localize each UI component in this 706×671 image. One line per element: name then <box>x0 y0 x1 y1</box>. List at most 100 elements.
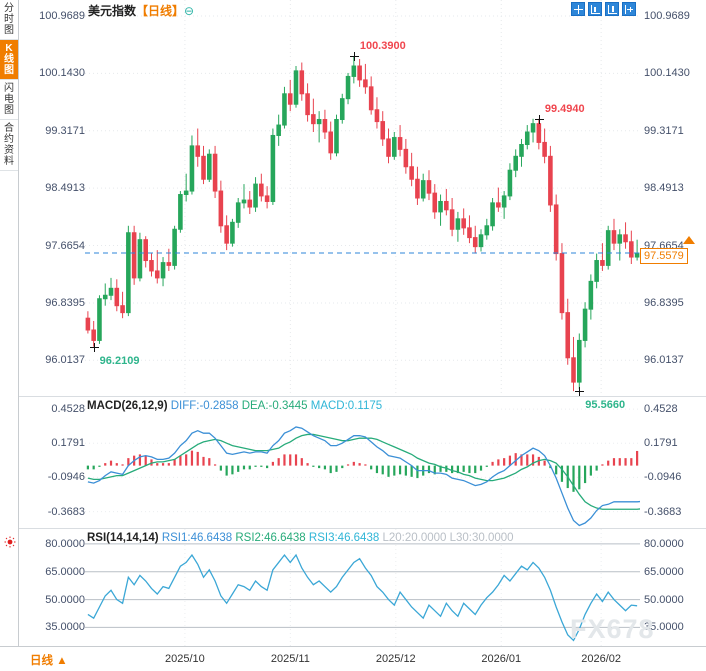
macd-axis-right[interactable]: 0.4528 0.1791 -0.0946 -0.3683 <box>640 397 706 528</box>
axis-tick-label: 98.4913 <box>45 182 85 195</box>
chart-title: 美元指数【日线】⊖ <box>88 2 194 19</box>
expand-icon[interactable] <box>622 2 636 16</box>
rsi2-value: RSI2:46.6438 <box>235 532 306 544</box>
plot-svg <box>85 0 640 396</box>
chart-scale-left-icon[interactable] <box>588 2 602 16</box>
time-axis-tick-label: 2026/02 <box>581 653 622 665</box>
rsi-l20-value: L20:20.0000 <box>382 532 447 544</box>
axis-tick-label: 96.8395 <box>644 296 684 309</box>
chart-toolbar <box>571 2 636 16</box>
time-axis-tick-label: 2026/01 <box>481 653 522 665</box>
sidebar-tab-contract[interactable]: 合约资料 <box>0 120 18 171</box>
timeframe-label: 【日线】 <box>136 4 185 18</box>
macd-plot-area[interactable] <box>85 397 640 528</box>
price-axis-right[interactable]: 100.9689 100.1430 99.3171 98.4913 97.6654 96.… <box>640 0 706 396</box>
rsi3-value: RSI3:46.6438 <box>308 532 380 544</box>
macd-axis-left[interactable]: 0.4528 0.1791 -0.0946 -0.3683 <box>19 397 85 528</box>
axis-tick-label: 100.1430 <box>39 67 85 80</box>
time-axis-tick-label: 2025/12 <box>375 653 416 665</box>
sidebar-tab-char: 线 <box>4 54 14 65</box>
rsi-axis-right[interactable]: 80.0000 65.0000 50.0000 35.0000 <box>640 529 706 646</box>
macd-diff-value: DIFF:-0.2858 <box>170 400 239 412</box>
pane-divider-1 <box>19 396 706 397</box>
rsi-settings-icon[interactable] <box>4 536 16 548</box>
axis-tick-label: 96.0137 <box>45 354 85 367</box>
axis-tick-label: 0.4528 <box>51 403 85 416</box>
sidebar-tab-char: 闪 <box>4 83 14 94</box>
axis-tick-label: 100.9689 <box>39 10 85 23</box>
sidebar-tab-char: 图 <box>4 65 14 76</box>
axis-tick-label: 65.0000 <box>644 565 684 578</box>
macd-legend: MACD(26,12,9) DIFF:-0.2858 DEA:-0.3445 M… <box>87 400 382 412</box>
axis-tick-label: 98.4913 <box>644 182 684 195</box>
annotation-crosshair-icon <box>89 342 99 352</box>
axis-tick-label: 0.1791 <box>51 437 85 450</box>
rsi1-value: RSI1:46.6438 <box>161 532 233 544</box>
macd-macd-value: MACD:0.1175 <box>310 400 383 412</box>
annotation-crosshair-icon <box>534 114 544 124</box>
timeframe-badge[interactable]: 日线 ▲ <box>30 655 68 667</box>
annotation-low-96-21: 96.2109 <box>99 354 140 367</box>
status-dot-icon: ⊖ <box>184 4 195 18</box>
macd-dea-value: DEA:-0.3445 <box>241 400 308 412</box>
price-axis-left[interactable]: 100.9689 100.1430 99.3171 98.4913 97.6654 96.… <box>19 0 85 396</box>
axis-tick-label: -0.3683 <box>47 505 85 518</box>
annotation-low-95-56: 95.5660 <box>585 399 626 412</box>
sidebar-tab-char: 合 <box>4 123 14 134</box>
sidebar-tab-lightning[interactable]: 闪电图 <box>0 80 18 120</box>
axis-tick-label: -0.3683 <box>644 505 682 518</box>
rsi-pane: RSI(14,14,14) RSI1:46.6438 RSI2:46.6438 … <box>19 529 706 646</box>
macd-title: MACD(26,12,9) <box>87 400 168 412</box>
price-plot-area[interactable] <box>85 0 640 396</box>
axis-tick-label: 0.4528 <box>644 403 678 416</box>
axis-tick-label: 50.0000 <box>644 593 684 606</box>
annotation-crosshair-icon <box>349 52 359 62</box>
axis-tick-label: 35.0000 <box>644 621 684 634</box>
axis-tick-label: -0.0946 <box>644 471 682 484</box>
axis-tick-label: 80.0000 <box>644 537 684 550</box>
sidebar-tab-char: 约 <box>4 134 14 145</box>
symbol-label: 美元指数 <box>88 4 137 18</box>
axis-tick-label: 50.0000 <box>45 593 85 606</box>
time-axis-tick-label: 2025/10 <box>165 653 205 665</box>
plot-svg <box>85 408 640 527</box>
rsi-plot-area[interactable] <box>85 529 640 646</box>
axis-tick-label: 99.3171 <box>644 124 684 137</box>
axis-tick-label: 100.1430 <box>644 67 690 80</box>
rsi-axis-left[interactable]: 80.0000 65.0000 50.0000 35.0000 <box>19 529 85 646</box>
axis-tick-label: 96.0137 <box>644 354 684 367</box>
axis-tick-label: 0.1791 <box>644 437 678 450</box>
plot-svg <box>85 529 640 646</box>
axis-tick-label: 99.3171 <box>45 124 85 137</box>
time-axis-tick-label: 2025/11 <box>270 653 310 665</box>
sidebar-tab-char: 图 <box>4 105 14 116</box>
crosshair-icon[interactable] <box>571 2 585 16</box>
axis-tick-label: 80.0000 <box>45 537 85 550</box>
rsi-title: RSI(14,14,14) <box>87 532 159 544</box>
rsi-l30-value: L30:30.0000 <box>449 532 514 544</box>
sidebar-tab-time-chart[interactable]: 分时图 <box>0 0 18 40</box>
time-axis: 日线 ▲ 2025/10 2025/11 2025/12 2026/01 2026/02 <box>0 646 706 671</box>
annotation-high-99-49: 99.4940 <box>544 102 585 115</box>
chart-scale-right-icon[interactable] <box>605 2 619 16</box>
current-price-triangle-icon <box>683 236 695 244</box>
sidebar-tab-char: 分 <box>4 3 14 14</box>
sidebar-tab-char: 时 <box>4 14 14 25</box>
price-pane: 100.9689 100.1430 99.3171 98.4913 97.6654 96.… <box>19 0 706 396</box>
axis-tick-label: 96.8395 <box>45 296 85 309</box>
sidebar-tab-char: 资 <box>4 145 14 156</box>
sidebar-tab-char: 料 <box>4 156 14 167</box>
macd-pane: MACD(26,12,9) DIFF:-0.2858 DEA:-0.3445 M… <box>19 397 706 528</box>
annotation-high-100-39: 100.3900 <box>359 40 406 53</box>
current-price-label[interactable]: 97.5579 <box>640 248 688 264</box>
axis-tick-label: 35.0000 <box>45 621 85 634</box>
pane-divider-2 <box>19 528 706 529</box>
axis-tick-label: 65.0000 <box>45 565 85 578</box>
sidebar-tab-char: K <box>5 43 13 54</box>
annotation-crosshair-icon <box>575 387 585 397</box>
axis-tick-label: 100.9689 <box>644 10 690 23</box>
axis-tick-label: -0.0946 <box>47 471 85 484</box>
